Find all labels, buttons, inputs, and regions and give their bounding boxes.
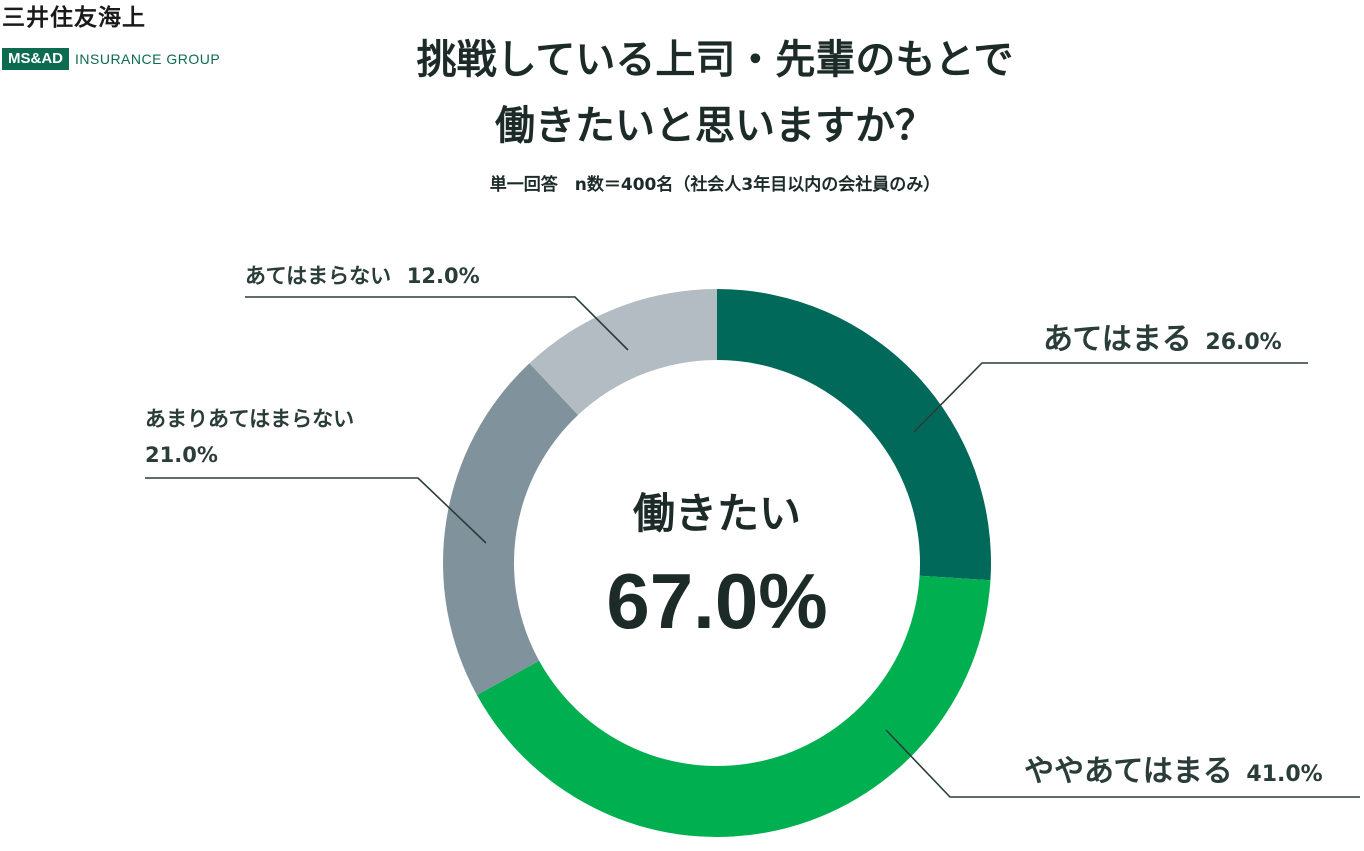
leader-line-ateharu (913, 362, 1308, 433)
leader-line-yaya (885, 729, 1360, 798)
slice-label-ateharu: あてはまる 26.0% (1043, 322, 1282, 357)
center-label: 働きたい (633, 489, 801, 538)
chart-title-line2: 働きたいと思いますか？ (495, 103, 935, 149)
slice-label-yaya-name: ややあてはまる (1024, 754, 1233, 789)
donut-slices (443, 289, 992, 838)
slice-label-amari-name: あまりあてはまらない (145, 407, 354, 431)
brand-group-box: MS&AD (2, 48, 69, 70)
slice-label-amari-value: 21.0% (145, 443, 218, 467)
slice-label-yaya-value: 41.0% (1246, 762, 1322, 787)
center-value: 67.0% (606, 557, 827, 645)
chart-title-line1: 挑戦している上司・先輩のもとで (416, 37, 1014, 83)
slice-label-atehamaranai-name: あてはまらない (245, 264, 391, 288)
brand-group-text: INSURANCE GROUP (75, 51, 221, 67)
slice-atehamaranai (529, 289, 717, 416)
leader-line-amari (145, 477, 487, 544)
slice-amari (443, 363, 579, 696)
leader-line-atehamaranai (245, 296, 629, 351)
slice-yaya (476, 575, 991, 838)
brand-group: MS&AD INSURANCE GROUP (2, 46, 220, 72)
slice-ateharu (717, 289, 992, 581)
brand-name: 三井住友海上 (2, 5, 146, 31)
chart-subtitle: 単一回答 n数＝400名（社会人3年目以内の会社員のみ） (489, 175, 941, 195)
slice-label-atehamaranai-value: 12.0% (407, 264, 480, 288)
slice-label-atehamaranai: あてはまらない 12.0% (245, 264, 480, 288)
slice-label-yaya: ややあてはまる 41.0% (1024, 754, 1323, 789)
brand-logo: 三井住友海上 MS&AD INSURANCE GROUP (2, 4, 220, 72)
slice-label-ateharu-value: 26.0% (1205, 330, 1281, 355)
slice-label-ateharu-name: あてはまる (1043, 322, 1192, 357)
